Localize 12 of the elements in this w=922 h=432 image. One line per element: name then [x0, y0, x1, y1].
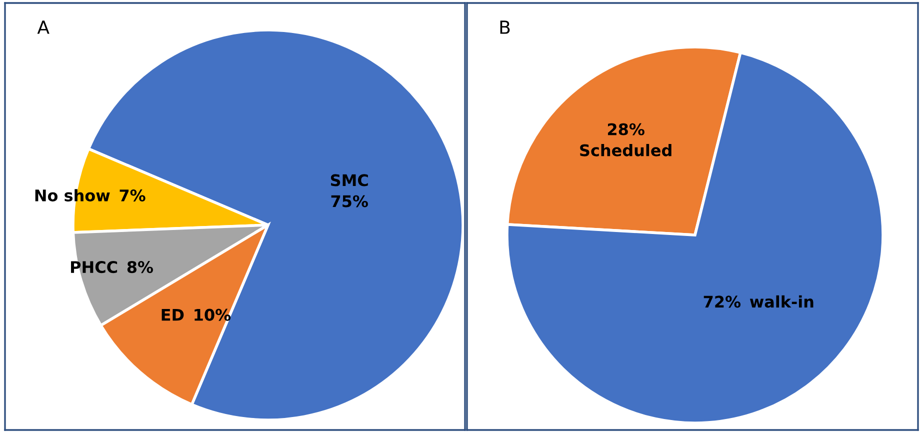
slice-label: PHCC: [71, 261, 118, 274]
chart-title: A: [37, 20, 50, 34]
slice-label: walk-in: [750, 295, 814, 308]
data-label: 8%: [127, 261, 154, 274]
slice-label: Scheduled: [580, 144, 672, 156]
data-label: 7%: [120, 189, 146, 202]
slice-label: SMC: [330, 174, 368, 186]
slice-label: ED: [162, 309, 184, 321]
chart-title: B: [500, 20, 510, 34]
data-label: 72%: [704, 296, 741, 308]
data-label: 28%: [608, 123, 644, 136]
data-label: 75%: [331, 195, 368, 208]
